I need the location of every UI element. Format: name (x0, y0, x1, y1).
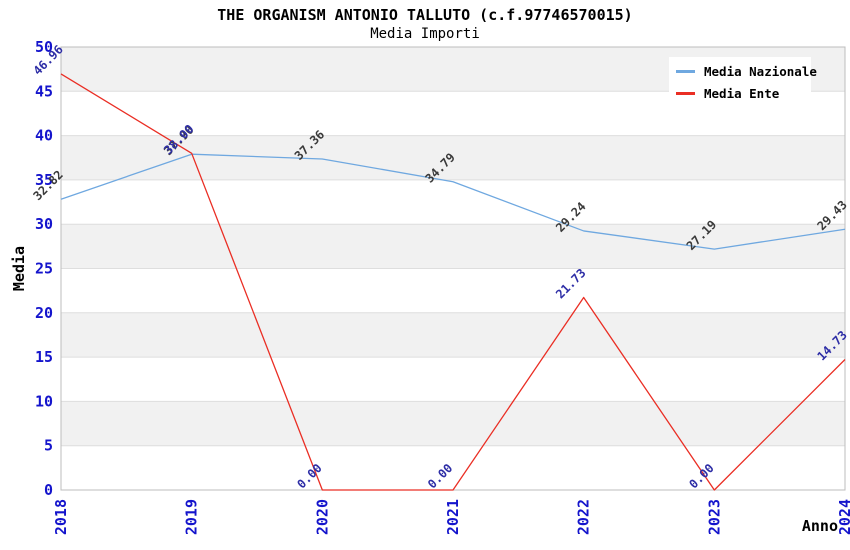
legend-item-media-nazionale: Media Nazionale (676, 64, 817, 79)
series-line-media-ente (60, 73, 846, 491)
y-tick-label: 20 (35, 304, 53, 322)
y-tick-label: 45 (35, 82, 53, 100)
chart-title: THE ORGANISM ANTONIO TALLUTO (c.f.977465… (217, 6, 633, 24)
background-band (61, 401, 845, 446)
legend-label: Media Nazionale (704, 64, 817, 79)
x-tick-label: 2021 (444, 499, 462, 535)
y-tick-label: 0 (44, 481, 53, 499)
x-tick-label: 2020 (313, 499, 331, 535)
chart-subtitle: Media Importi (370, 26, 480, 42)
y-tick-label: 15 (35, 348, 53, 366)
y-tick-label: 25 (35, 260, 53, 278)
data-label: 21.73 (553, 266, 588, 301)
y-tick-label: 5 (44, 437, 53, 455)
data-label: 0.00 (425, 461, 455, 491)
legend-item-media-ente: Media Ente (676, 86, 811, 101)
background-band (61, 224, 845, 269)
legend-line-swatch-ente (676, 92, 695, 95)
y-axis-title: Media (10, 246, 28, 291)
legend: Media Nazionale Media Ente (669, 57, 817, 108)
x-tick-label: 2022 (575, 499, 593, 535)
background-band (61, 312, 845, 358)
x-tick-label: 2023 (705, 499, 723, 535)
y-tick-label: 35 (35, 171, 53, 189)
data-label: 0.00 (294, 461, 324, 491)
legend-line-swatch-nazionale (676, 70, 695, 73)
y-tick-label: 10 (35, 392, 53, 410)
x-tick-label: 2019 (183, 499, 201, 535)
y-tick-label: 30 (35, 215, 53, 233)
x-axis-title: Anno (802, 517, 838, 535)
legend-label: Media Ente (704, 86, 780, 101)
background-band (61, 135, 845, 180)
y-tick-label: 40 (35, 127, 53, 145)
y-tick-label: 50 (35, 38, 53, 56)
x-tick-label: 2018 (52, 499, 70, 535)
x-tick-label: 2024 (836, 499, 850, 535)
